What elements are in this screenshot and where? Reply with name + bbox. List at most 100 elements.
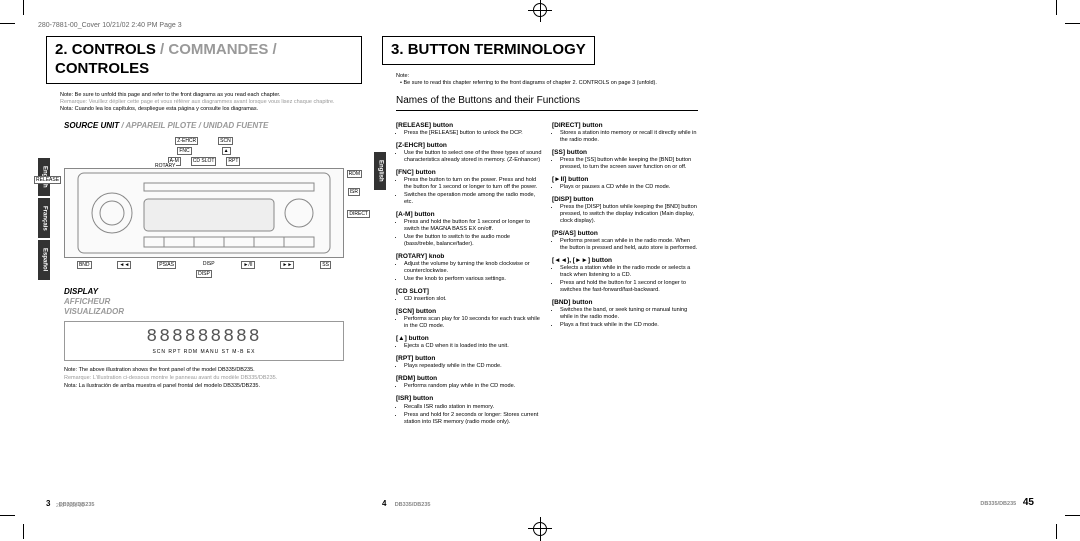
source-unit-diagram	[64, 168, 344, 258]
button-title: [DIRECT] button	[552, 122, 698, 130]
button-desc: Selects a station while in the radio mod…	[552, 265, 698, 294]
desc-line: Press and hold the button for 1 second o…	[560, 280, 698, 294]
crop-mark	[1056, 0, 1057, 15]
note-es: Nota: Cuando lea los capítulos, desplieg…	[60, 106, 362, 113]
header-slug: 280-7881-00_Cover 10/21/02 2:40 PM Page …	[38, 22, 182, 29]
lbl-cdslot: CD SLOT	[191, 157, 217, 165]
lbl-rpt: RPT	[226, 157, 240, 165]
desc-line: Press the button to turn on the power. P…	[404, 177, 542, 191]
button-title: [▲] button	[396, 335, 542, 343]
desc-line: Ejects a CD when it is loaded into the u…	[404, 343, 542, 350]
content-area: 2. CONTROLS / COMMANDES / CONTROLES Note…	[36, 30, 1044, 513]
button-desc: Press the [DISP] button while keeping th…	[552, 204, 698, 225]
button-title: [RDM] button	[396, 375, 542, 383]
button-desc: Stores a station into memory or recall i…	[552, 130, 698, 144]
button-title: [SS] button	[552, 149, 698, 157]
button-title: [FNC] button	[396, 169, 542, 177]
button-desc: Plays repeatedly while in the CD mode.	[396, 363, 542, 370]
subtitle: Names of the Buttons and their Functions	[396, 95, 698, 108]
button-title: [BND] button	[552, 299, 698, 307]
lbl-fnc: FNC	[177, 147, 191, 155]
lbl-next: ►►	[280, 261, 294, 269]
lcd-indicators: SCN RPT RDM MANU ST M-B EX	[65, 349, 343, 355]
lbl-scn: SCN	[218, 137, 233, 145]
button-desc: Performs random play while in the CD mod…	[396, 383, 542, 390]
button-desc: Press the [RELEASE] button to unlock the…	[396, 130, 542, 137]
button-title: [ISR] button	[396, 395, 542, 403]
section-number: 3.	[391, 41, 404, 58]
divider	[396, 110, 698, 111]
button-title: [►II] button	[552, 176, 698, 184]
desc-line: CD insertion slot.	[404, 296, 542, 303]
button-title: [CD SLOT]	[396, 288, 542, 296]
desc-line: Performs random play while in the CD mod…	[404, 383, 542, 390]
illus-note-en: Note: The above illustration shows the f…	[64, 367, 344, 375]
desc-line: Adjust the volume by turning the knob cl…	[404, 261, 542, 275]
note-en: Note: Be sure to unfold this page and re…	[60, 92, 362, 99]
title-en: CONTROLS	[72, 41, 156, 58]
button-desc: CD insertion slot.	[396, 296, 542, 303]
notes: Note: Be sure to unfold this page and re…	[60, 92, 362, 113]
lbl-zehcr: Z-EHCR	[175, 137, 198, 145]
desc-line: Plays repeatedly while in the CD mode.	[404, 363, 542, 370]
lbl-psas: PS/AS	[157, 261, 176, 269]
button-title: [◄◄], [►►] button	[552, 257, 698, 265]
note-block: Note: • Be sure to read this chapter ref…	[396, 73, 698, 87]
button-desc: Switches the band, or seek tuning or man…	[552, 307, 698, 329]
lbl-play: ►/II	[241, 261, 254, 269]
lbl-eject: ▲	[222, 147, 231, 155]
button-desc: Use the button to select one of the thre…	[396, 150, 542, 164]
button-title: [RELEASE] button	[396, 122, 542, 130]
display-diagram: 888888888 SCN RPT RDM MANU ST M-B EX	[64, 321, 344, 361]
page-45: DB335/DB235 45	[708, 30, 1044, 513]
button-title: [RPT] button	[396, 355, 542, 363]
title-es: CONTROLES	[55, 60, 149, 77]
button-desc: Press the [SS] button while keeping the …	[552, 157, 698, 171]
desc-line: Performs scan play for 10 seconds for ea…	[404, 316, 542, 330]
desc-line: Switches the band, or seek tuning or man…	[560, 307, 698, 321]
lbl-disp: DISP	[202, 261, 216, 269]
desc-line: Press the [SS] button while keeping the …	[560, 157, 698, 171]
desc-line: Switches the operation mode among the ra…	[404, 192, 542, 206]
illus-note-fr: Remarque: L'illustration ci-dessous mont…	[64, 375, 344, 383]
lbl-release: RELEASE	[34, 176, 61, 184]
col-right: [DIRECT] buttonStores a station into mem…	[552, 117, 698, 427]
button-desc: Press the button to turn on the power. P…	[396, 177, 542, 206]
section-header-controls: 2. CONTROLS / COMMANDES / CONTROLES	[46, 36, 362, 84]
page-number: DB335/DB235 45	[974, 497, 1034, 510]
desc-line: Plays a first track while in the CD mode…	[560, 322, 698, 329]
desc-line: Recalls ISR radio station in memory.	[404, 404, 542, 411]
illus-note-es: Nota: La ilustración de arriba muestra e…	[64, 383, 344, 391]
lbl-direct: DIRECT	[347, 210, 370, 218]
crop-mark	[0, 23, 15, 24]
note-fr: Remarque: Veuillez déplier cette page et…	[60, 99, 362, 106]
desc-line: Press the [DISP] button while keeping th…	[560, 204, 698, 225]
button-title: [ROTARY] knob	[396, 253, 542, 261]
button-desc: Recalls ISR radio station in memory.Pres…	[396, 404, 542, 426]
button-desc: Ejects a CD when it is loaded into the u…	[396, 343, 542, 350]
footer-code: 280-7881-00	[56, 503, 84, 509]
lbl-bnd: BND	[77, 261, 92, 269]
page-number: 4 DB335/DB235	[382, 499, 430, 509]
language-tabs-mid: English	[374, 152, 388, 192]
desc-line: Plays or pauses a CD while in the CD mod…	[560, 184, 698, 191]
crop-mark	[23, 0, 24, 15]
section-title: BUTTON TERMINOLOGY	[408, 41, 586, 58]
registration-mark	[540, 517, 541, 541]
illustration-notes: Note: The above illustration shows the f…	[64, 367, 344, 390]
desc-line: Press the [RELEASE] button to unlock the…	[404, 130, 542, 137]
button-desc: Plays or pauses a CD while in the CD mod…	[552, 184, 698, 191]
lbl-prev: ◄◄	[117, 261, 131, 269]
button-desc: Press and hold the button for 1 second o…	[396, 219, 542, 248]
tab-english: English	[374, 152, 386, 190]
lbl-ss: SS	[320, 261, 331, 269]
col-left: [RELEASE] buttonPress the [RELEASE] butt…	[396, 117, 542, 427]
desc-line: Selects a station while in the radio mod…	[560, 265, 698, 279]
title-fr: COMMANDES	[168, 41, 268, 58]
desc-line: Performs preset scan while in the radio …	[560, 238, 698, 252]
button-desc: Adjust the volume by turning the knob cl…	[396, 261, 542, 283]
button-title: [A-M] button	[396, 211, 542, 219]
display-header: DISPLAY AFFICHEUR VISUALIZADOR	[64, 287, 362, 317]
lbl-rdm: RDM	[347, 170, 362, 178]
tab-espanol: Español	[38, 240, 50, 279]
